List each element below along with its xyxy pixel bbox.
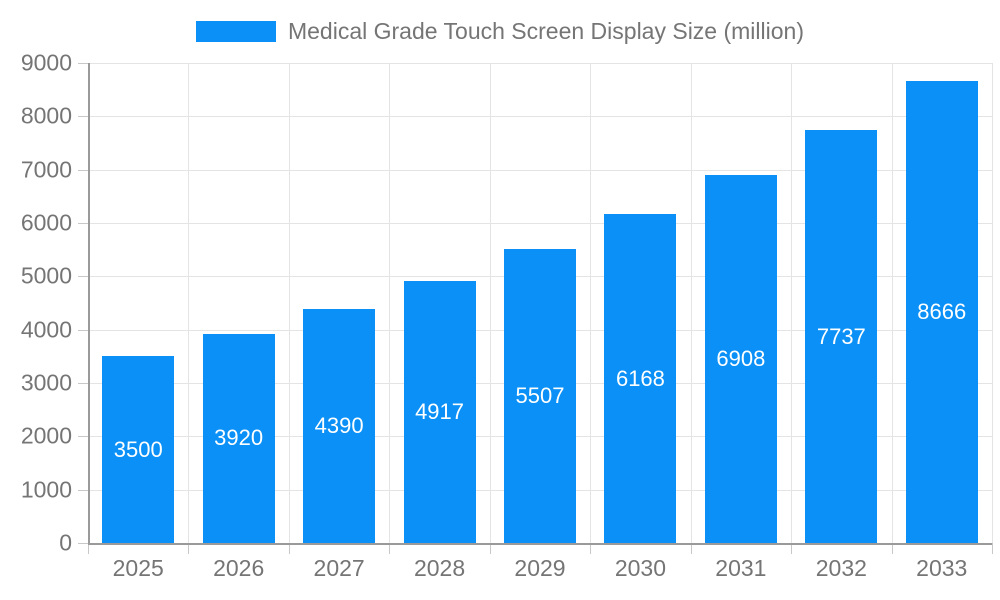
bar-value-label: 3920 — [214, 425, 264, 451]
x-tick-label: 2026 — [213, 555, 265, 581]
y-tick-label: 0 — [59, 529, 72, 556]
bar-value-label: 6168 — [615, 365, 665, 391]
bar-2029[interactable]: 5507 — [504, 249, 576, 543]
x-tick-label: 2027 — [313, 555, 365, 581]
y-tick-label: 7000 — [20, 156, 72, 183]
y-tick-label: 5000 — [20, 262, 72, 289]
x-tick-mark — [791, 543, 793, 554]
bar-value-label: 8666 — [917, 298, 967, 324]
bar-2032[interactable]: 7737 — [805, 130, 878, 543]
gridline-horizontal — [88, 116, 992, 118]
y-tick-label: 4000 — [20, 316, 72, 343]
y-tick-label: 3000 — [20, 369, 72, 396]
bar-2025[interactable]: 3500 — [102, 356, 175, 543]
gridline-vertical — [389, 63, 391, 543]
bar-2031[interactable]: 6908 — [704, 174, 777, 543]
y-tick-mark — [78, 276, 88, 278]
bar-2028[interactable]: 4917 — [403, 280, 476, 543]
x-tick-label: 2025 — [112, 555, 164, 581]
x-tick-mark — [690, 543, 692, 554]
gridline-vertical — [590, 63, 592, 543]
bar-value-label: 5507 — [515, 383, 565, 409]
x-tick-mark — [590, 543, 592, 554]
y-tick-label: 9000 — [20, 49, 72, 76]
bar-value-label: 4390 — [314, 412, 364, 438]
x-tick-label: 2029 — [514, 555, 566, 581]
x-tick-label: 2028 — [413, 555, 466, 581]
gridline-horizontal — [88, 63, 992, 64]
y-tick-mark — [78, 116, 88, 118]
y-tick-label: 8000 — [20, 102, 72, 129]
x-tick-mark — [891, 543, 893, 554]
gridline-horizontal — [88, 169, 992, 171]
x-tick-mark — [188, 543, 190, 554]
y-tick-mark — [78, 489, 88, 491]
bar-value-label: 3500 — [113, 436, 163, 462]
y-tick-label: 2000 — [20, 422, 72, 449]
y-tick-mark — [78, 223, 88, 224]
y-tick-mark — [78, 383, 88, 384]
y-tick-mark — [78, 329, 88, 331]
bar-2027[interactable]: 4390 — [303, 308, 376, 543]
x-tick-label: 2030 — [614, 555, 667, 581]
gridline-vertical — [188, 63, 190, 543]
bar-value-label: 7737 — [816, 323, 866, 349]
x-tick-mark — [992, 543, 993, 554]
gridline-vertical — [992, 63, 993, 543]
x-tick-mark — [489, 543, 491, 554]
bar-value-label: 4917 — [415, 398, 465, 424]
gridline-vertical — [791, 63, 793, 543]
gridline-horizontal — [88, 223, 992, 224]
bar-value-label: 6908 — [716, 345, 766, 371]
x-tick-label: 2032 — [815, 555, 867, 581]
bar-2030[interactable]: 6168 — [604, 214, 677, 543]
plot-area: 3500 3920 4390 4917 5507 6168 6908 7737 8666 — [88, 63, 993, 544]
y-tick-mark — [78, 63, 88, 64]
gridline-vertical — [690, 63, 692, 543]
x-tick-label: 2031 — [715, 555, 767, 581]
gridline-vertical — [489, 63, 491, 543]
bar-2033[interactable]: 8666 — [905, 80, 978, 543]
x-tick-label: 2033 — [916, 555, 968, 581]
y-tick-mark — [78, 169, 88, 171]
x-tick-mark — [88, 543, 89, 554]
y-axis-line — [88, 63, 90, 543]
y-tick-label: 6000 — [20, 209, 72, 236]
x-tick-mark — [288, 543, 290, 554]
legend-item[interactable]: Medical Grade Touch Screen Display Size … — [0, 18, 1000, 45]
gridline-vertical — [891, 63, 893, 543]
legend-label: Medical Grade Touch Screen Display Size … — [287, 18, 804, 44]
y-tick-mark — [78, 436, 88, 438]
x-tick-mark — [389, 543, 391, 554]
bar-2026[interactable]: 3920 — [202, 333, 275, 543]
gridline-vertical — [288, 63, 290, 543]
x-axis-line — [88, 543, 992, 545]
y-tick-label: 1000 — [20, 476, 72, 503]
y-tick-mark — [78, 543, 88, 544]
legend-swatch — [195, 21, 276, 42]
